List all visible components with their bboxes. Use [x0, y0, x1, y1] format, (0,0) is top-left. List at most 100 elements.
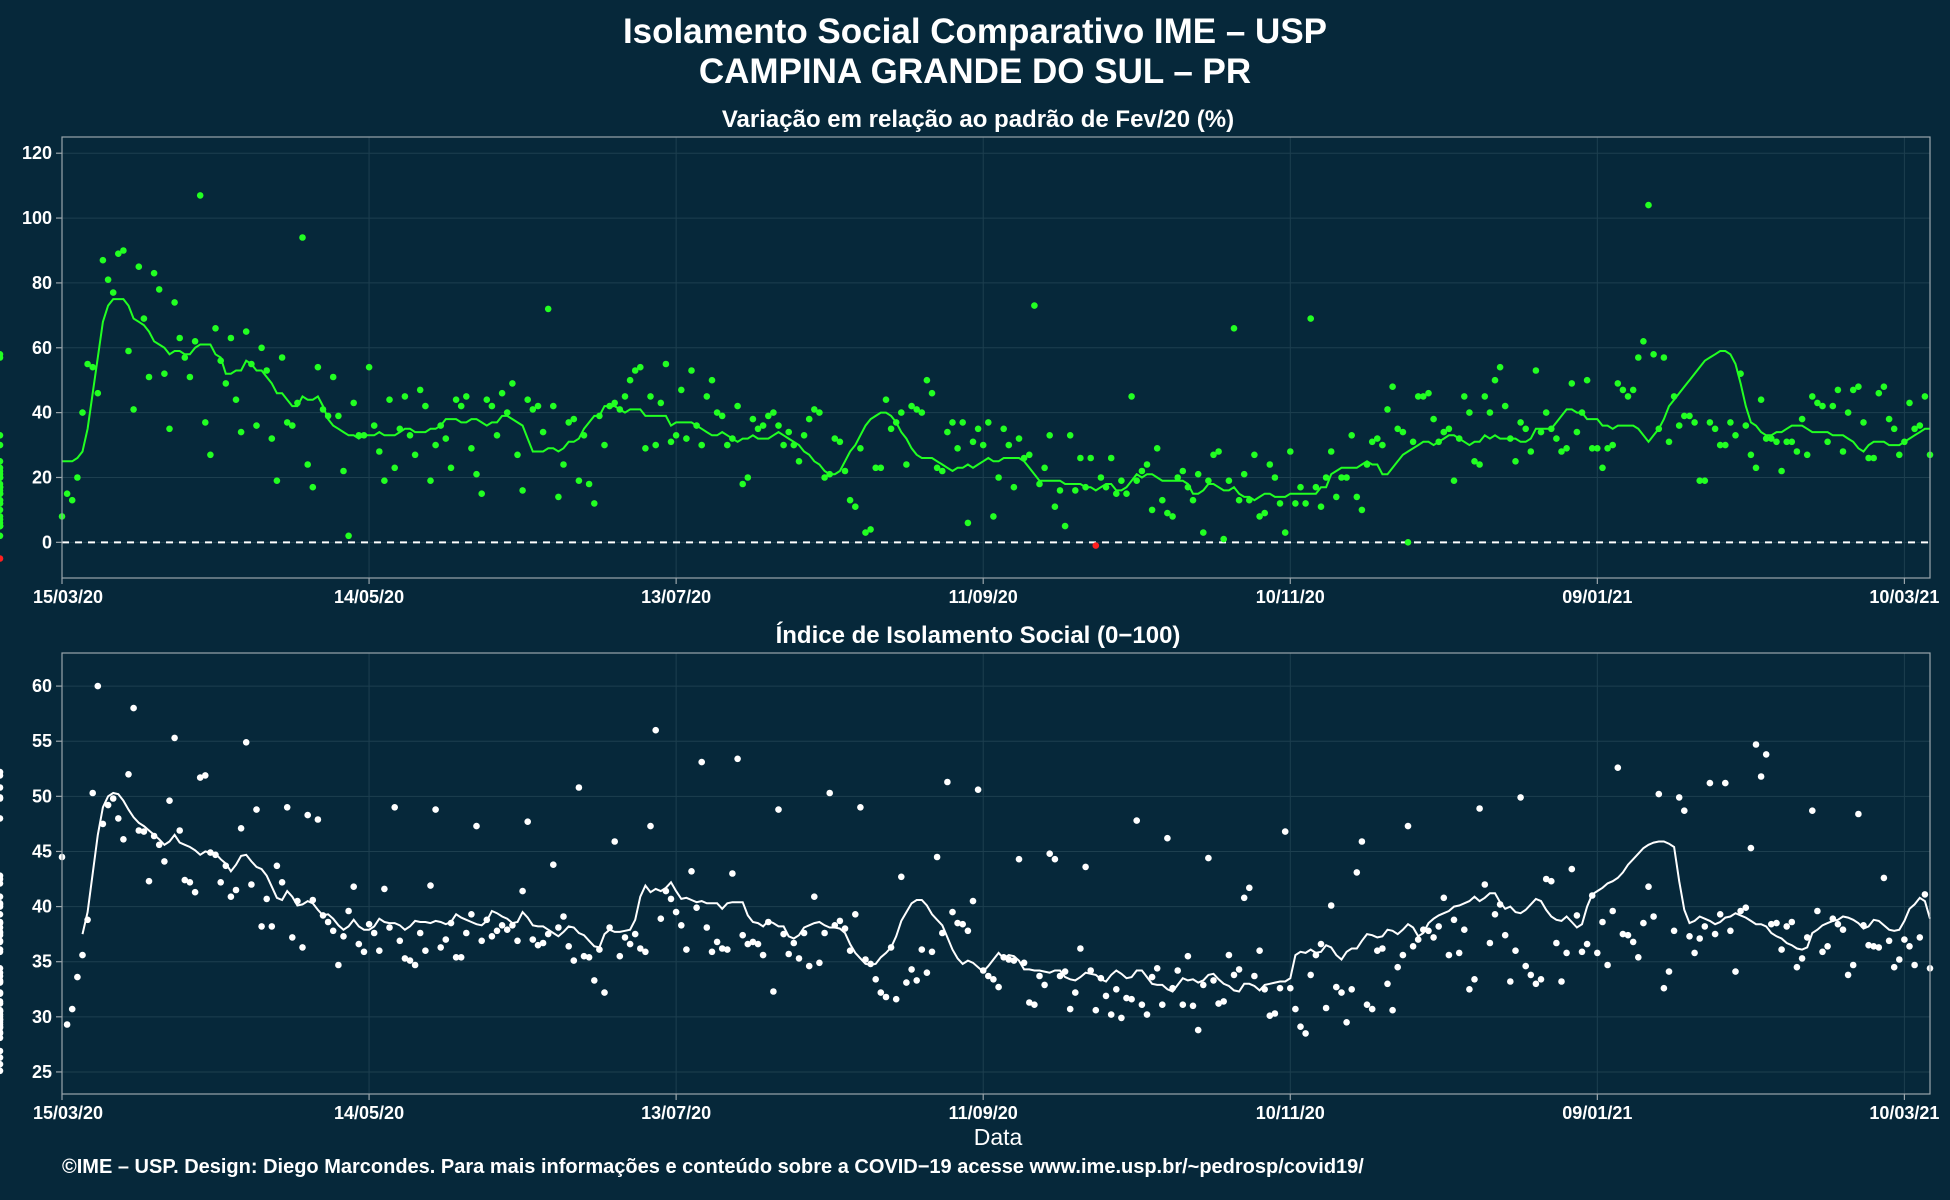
data-point [979, 967, 987, 974]
data-point [678, 922, 685, 929]
x-tick-label: 15/03/20 [33, 587, 103, 607]
data-point [974, 425, 982, 433]
y-tick-label: 35 [32, 952, 52, 972]
data-point [1000, 425, 1007, 433]
data-point [0, 1023, 4, 1030]
data-point [227, 334, 235, 342]
data-point [478, 490, 486, 498]
data-point [94, 389, 102, 397]
data-point [1885, 415, 1893, 423]
data-point [749, 938, 757, 946]
data-point [1302, 500, 1309, 507]
data-point [1527, 448, 1535, 455]
data-point [447, 464, 455, 472]
data-point [831, 922, 839, 929]
data-point [1026, 999, 1033, 1006]
figure-subtitle: CAMPINA GRANDE DO SUL – PR [698, 52, 1252, 91]
data-point [1681, 412, 1688, 420]
data-point [1445, 951, 1453, 959]
data-point [1624, 931, 1632, 939]
data-point [1097, 474, 1105, 481]
data-point [637, 363, 644, 371]
data-point [1087, 454, 1094, 462]
data-point [232, 886, 240, 894]
data-point [212, 325, 219, 332]
data-point [0, 458, 4, 465]
data-point [944, 428, 951, 436]
data-point [647, 393, 654, 400]
data-point [360, 432, 368, 439]
data-point [759, 951, 767, 959]
data-point [0, 522, 4, 530]
data-point [319, 406, 327, 413]
data-point [1077, 454, 1084, 462]
data-point [1911, 425, 1918, 433]
data-point [1317, 503, 1325, 511]
data-point [1711, 930, 1719, 938]
data-point [672, 908, 680, 916]
data-point [1266, 461, 1274, 468]
y-tick-label: 80 [32, 273, 52, 293]
data-point [1568, 865, 1576, 873]
data-point [995, 983, 1002, 991]
data-point [1896, 451, 1903, 459]
data-point [1384, 980, 1391, 988]
data-point [335, 412, 342, 420]
data-point [0, 977, 4, 984]
data-point [1430, 415, 1437, 423]
data-point [1594, 445, 1601, 452]
y-tick-label: 40 [32, 897, 52, 917]
panel-isolation-index: 25 30 35 40 45 50 55 60 15/03/20 14/05/20 13/07/20… [0, 652, 1939, 1123]
data-point [0, 937, 4, 945]
data-point [1123, 994, 1130, 1002]
y-tick-label: 45 [32, 841, 52, 861]
data-point [222, 862, 230, 870]
data-point [360, 948, 368, 956]
data-point [1629, 938, 1637, 946]
data-point [442, 435, 450, 442]
data-point [411, 961, 419, 969]
data-point [1271, 474, 1279, 481]
data-point [1455, 949, 1463, 957]
data-point [1389, 1006, 1396, 1014]
data-point [381, 477, 388, 485]
data-point [1481, 881, 1489, 888]
data-point [242, 328, 250, 335]
data-point [253, 806, 260, 813]
data-point [217, 357, 224, 365]
data-point [1481, 393, 1489, 400]
data-point [601, 989, 608, 996]
data-point [918, 946, 926, 953]
data-point [452, 954, 460, 961]
data-point [0, 490, 4, 497]
data-point [242, 739, 250, 746]
data-point [1251, 972, 1258, 980]
data-point [560, 461, 567, 468]
data-point [1271, 1010, 1279, 1017]
negative-data-point [1092, 542, 1100, 549]
data-point [652, 726, 659, 734]
data-point [754, 940, 762, 948]
x-tick-label: 10/03/21 [1869, 1103, 1939, 1123]
data-point [672, 432, 680, 439]
data-point [611, 838, 618, 845]
data-point [0, 351, 4, 358]
data-point [258, 923, 265, 930]
data-point [805, 962, 813, 970]
data-point [1404, 539, 1412, 546]
data-point [1798, 955, 1806, 962]
panel-variation: 0 20 40 60 80 100 120 15/03/20 14/05/20 13/07/20 1… [0, 136, 1939, 607]
data-point [780, 930, 787, 938]
data-point [1358, 838, 1366, 845]
data-point [683, 435, 690, 442]
data-point [1322, 1004, 1330, 1012]
data-point [1706, 419, 1714, 426]
data-point [0, 990, 4, 997]
data-point [396, 937, 404, 945]
data-point [0, 784, 4, 791]
data-point [1548, 877, 1555, 885]
data-point [503, 409, 511, 416]
data-point [376, 448, 383, 455]
data-point [1906, 399, 1913, 407]
